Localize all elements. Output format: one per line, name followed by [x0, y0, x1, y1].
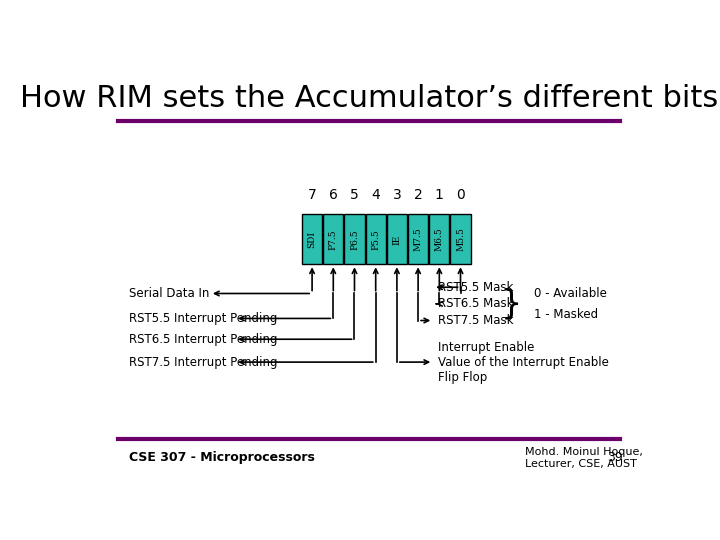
- Text: RST6.5 Interrupt Pending: RST6.5 Interrupt Pending: [129, 333, 278, 346]
- Text: M5.5: M5.5: [456, 227, 465, 252]
- Text: Serial Data In: Serial Data In: [129, 287, 210, 300]
- Text: RST5.5 Mask: RST5.5 Mask: [438, 281, 513, 294]
- Text: RST7.5 Interrupt Pending: RST7.5 Interrupt Pending: [129, 356, 278, 369]
- FancyBboxPatch shape: [302, 214, 322, 265]
- Text: 1 - Masked: 1 - Masked: [534, 308, 598, 321]
- Text: RST7.5 Mask: RST7.5 Mask: [438, 314, 513, 327]
- Text: M6.5: M6.5: [435, 227, 444, 251]
- Text: 2: 2: [414, 188, 423, 202]
- FancyBboxPatch shape: [366, 214, 386, 265]
- Text: P5.5: P5.5: [372, 229, 380, 250]
- Text: P7.5: P7.5: [329, 229, 338, 249]
- Text: Mohd. Moinul Hoque,
Lecturer, CSE, AUST: Mohd. Moinul Hoque, Lecturer, CSE, AUST: [526, 447, 643, 469]
- Text: IE: IE: [392, 234, 402, 245]
- Text: CSE 307 - Microprocessors: CSE 307 - Microprocessors: [129, 451, 315, 464]
- Text: 4: 4: [372, 188, 380, 202]
- Text: 39: 39: [607, 451, 623, 464]
- Text: 3: 3: [392, 188, 401, 202]
- Text: M7.5: M7.5: [413, 227, 423, 251]
- FancyBboxPatch shape: [344, 214, 364, 265]
- FancyBboxPatch shape: [323, 214, 343, 265]
- Text: 6: 6: [329, 188, 338, 202]
- Text: SDI: SDI: [307, 231, 317, 248]
- Text: Interrupt Enable
Value of the Interrupt Enable
Flip Flop: Interrupt Enable Value of the Interrupt …: [438, 341, 608, 383]
- Text: RST5.5 Interrupt Pending: RST5.5 Interrupt Pending: [129, 312, 277, 325]
- Text: How RIM sets the Accumulator’s different bits: How RIM sets the Accumulator’s different…: [20, 84, 718, 112]
- Text: 7: 7: [307, 188, 317, 202]
- Text: 0 - Available: 0 - Available: [534, 287, 606, 300]
- Text: 1: 1: [435, 188, 444, 202]
- Text: P6.5: P6.5: [350, 229, 359, 249]
- FancyBboxPatch shape: [429, 214, 449, 265]
- Text: 0: 0: [456, 188, 465, 202]
- FancyBboxPatch shape: [387, 214, 407, 265]
- FancyBboxPatch shape: [408, 214, 428, 265]
- Text: 5: 5: [350, 188, 359, 202]
- Text: RST6.5 Mask: RST6.5 Mask: [438, 298, 513, 310]
- FancyBboxPatch shape: [451, 214, 471, 265]
- Text: }: }: [500, 287, 522, 320]
